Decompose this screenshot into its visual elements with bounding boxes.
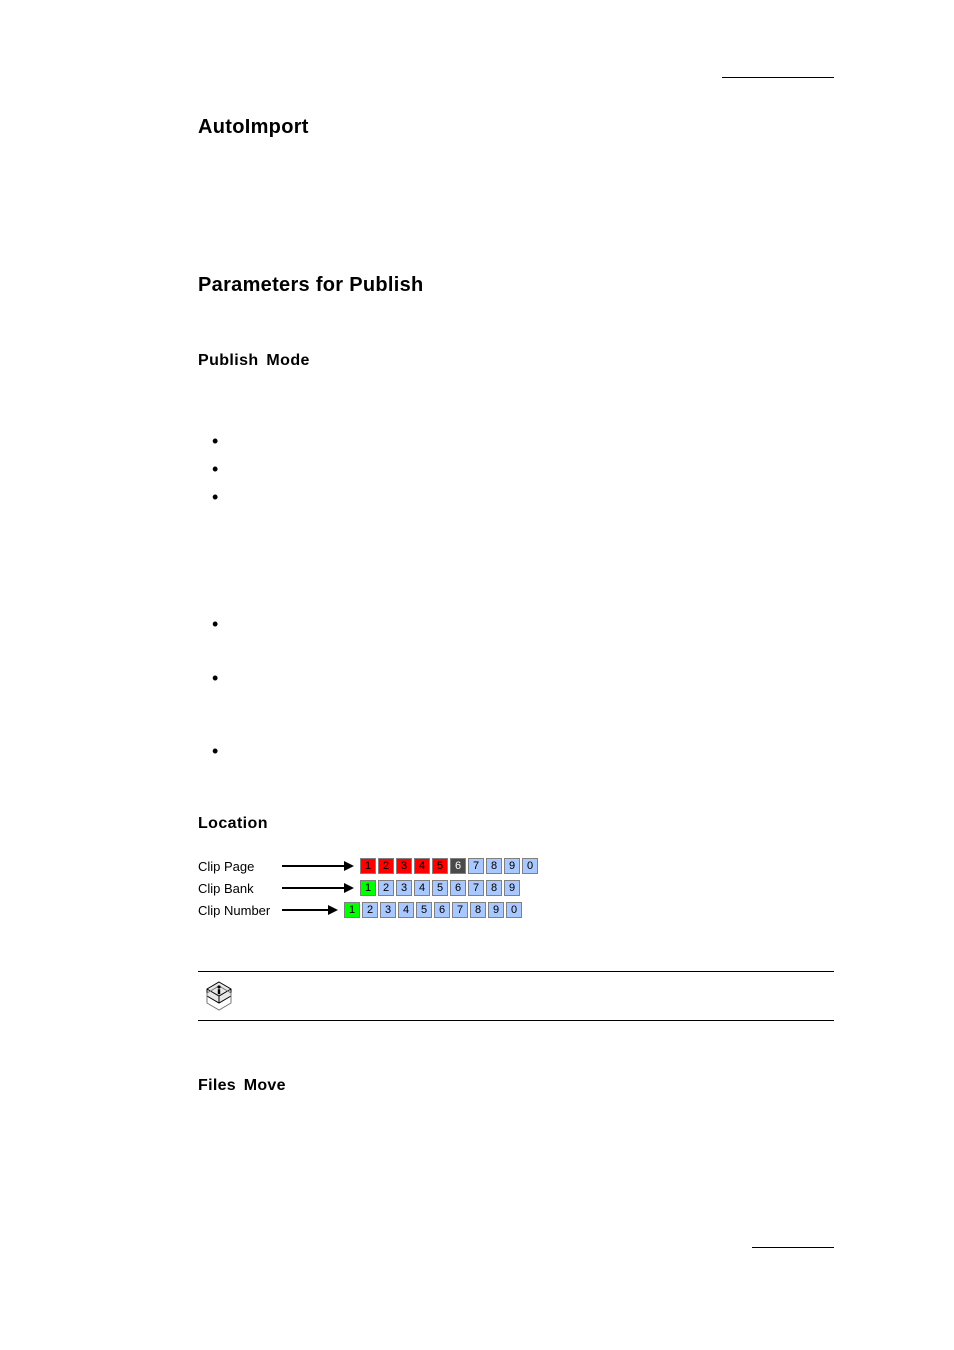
location-row-label: Clip Page (198, 859, 282, 874)
location-cell[interactable]: 2 (362, 902, 378, 918)
location-cell[interactable]: 4 (414, 880, 430, 896)
heading-files-move: Files Move (198, 1077, 834, 1095)
header-rule (722, 77, 834, 78)
note-block (198, 971, 834, 1021)
heading-location: Location (198, 815, 834, 833)
location-cell[interactable]: 9 (488, 902, 504, 918)
location-cell[interactable]: 6 (450, 858, 466, 874)
location-cell[interactable]: 2 (378, 858, 394, 874)
bullet-item: • (212, 615, 834, 633)
location-cell[interactable]: 7 (468, 880, 484, 896)
bullet-item: • (212, 460, 834, 478)
bullet-list: • • • • • • (198, 432, 834, 760)
location-cell[interactable]: 2 (378, 880, 394, 896)
location-row-label: Clip Bank (198, 881, 282, 896)
note-icon (204, 980, 234, 1012)
location-cell[interactable]: 9 (504, 858, 520, 874)
heading-autoimport: AutoImport (198, 116, 834, 139)
location-cell[interactable]: 5 (432, 880, 448, 896)
location-cell[interactable]: 9 (504, 880, 520, 896)
heading-parameters-for-publish: Parameters for Publish (198, 274, 834, 297)
location-cell[interactable]: 4 (414, 858, 430, 874)
bullet-item: • (212, 669, 834, 687)
location-cells: 1234567890 (360, 858, 538, 874)
location-cell[interactable]: 3 (380, 902, 396, 918)
location-cell[interactable]: 7 (452, 902, 468, 918)
location-row-label: Clip Number (198, 903, 282, 918)
arrow-icon (282, 905, 338, 915)
location-cell[interactable]: 0 (522, 858, 538, 874)
location-cell[interactable]: 8 (486, 880, 502, 896)
location-cell[interactable]: 4 (398, 902, 414, 918)
location-row: Clip Number 1234567890 (198, 899, 834, 921)
location-cell[interactable]: 1 (344, 902, 360, 918)
arrow-icon (282, 861, 354, 871)
heading-publish-mode: Publish Mode (198, 352, 834, 370)
location-cell[interactable]: 8 (470, 902, 486, 918)
location-cell[interactable]: 7 (468, 858, 484, 874)
location-cell[interactable]: 6 (434, 902, 450, 918)
location-row: Clip Bank 123456789 (198, 877, 834, 899)
location-cell[interactable]: 6 (450, 880, 466, 896)
location-cell[interactable]: 1 (360, 858, 376, 874)
location-cell[interactable]: 0 (506, 902, 522, 918)
document-page: AutoImport Parameters for Publish Publis… (198, 0, 834, 1095)
location-cell[interactable]: 8 (486, 858, 502, 874)
location-cells: 123456789 (360, 880, 520, 896)
location-cell[interactable]: 5 (416, 902, 432, 918)
location-cell[interactable]: 1 (360, 880, 376, 896)
location-cell[interactable]: 5 (432, 858, 448, 874)
location-cell[interactable]: 3 (396, 880, 412, 896)
footer-rule (752, 1247, 834, 1248)
arrow-icon (282, 883, 354, 893)
bullet-item: • (212, 742, 834, 760)
bullet-item: • (212, 488, 834, 506)
location-diagram: Clip Page1234567890Clip Bank123456789Cli… (198, 855, 834, 921)
location-cell[interactable]: 3 (396, 858, 412, 874)
location-cells: 1234567890 (344, 902, 522, 918)
divider-rule (198, 1020, 834, 1021)
location-row: Clip Page 1234567890 (198, 855, 834, 877)
bullet-item: • (212, 432, 834, 450)
